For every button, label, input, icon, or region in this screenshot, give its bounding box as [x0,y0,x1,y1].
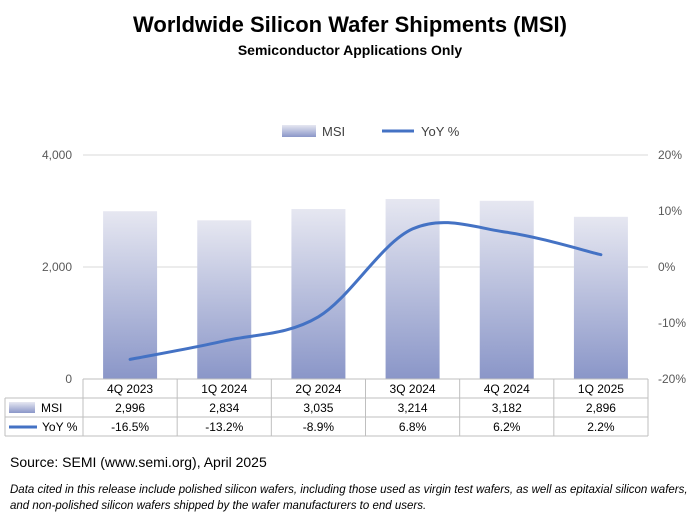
category-label: 4Q 2024 [484,382,530,396]
category-label: 2Q 2024 [295,382,341,396]
table-msi-key [9,402,35,413]
left-axis-tick-label: 4,000 [42,148,72,162]
left-axis-tick-label: 0 [65,372,72,386]
legend-yoy-label: YoY % [421,124,460,139]
bar [103,211,158,379]
left-axis-tick-label: 2,000 [42,260,72,274]
category-label: 4Q 2023 [107,382,153,396]
category-label: 3Q 2024 [390,382,436,396]
table-row-header-msi: MSI [41,401,62,415]
yoy-value-label: 6.2% [493,420,521,434]
right-axis-tick-label: 20% [658,148,682,162]
table-row-header-yoy: YoY % [42,420,78,434]
yoy-line [128,221,603,361]
msi-value-label: 3,035 [303,401,333,415]
right-axis-tick-label: -20% [658,372,686,386]
right-axis-tick-label: 10% [658,204,682,218]
bar [385,199,440,379]
bar [197,220,252,379]
chart-title: Worldwide Silicon Wafer Shipments (MSI) [133,12,567,37]
footnote: Data cited in this release include polis… [10,484,688,512]
legend-msi-swatch [282,125,316,137]
yoy-value-label: 6.8% [399,420,427,434]
yoy-value-label: 2.2% [587,420,615,434]
category-label: 1Q 2025 [578,382,624,396]
msi-value-label: 2,896 [586,401,616,415]
bar [573,216,628,379]
bar [291,209,346,379]
category-label: 1Q 2024 [201,382,247,396]
yoy-value-label: -16.5% [111,420,149,434]
source-note: Source: SEMI (www.semi.org), April 2025 [10,454,267,470]
legend-msi-label: MSI [322,124,345,139]
yoy-value-label: -8.9% [303,420,335,434]
chart-subtitle: Semiconductor Applications Only [237,42,463,58]
msi-value-label: 2,996 [115,401,145,415]
msi-value-label: 3,214 [398,401,428,415]
yoy-value-label: -13.2% [205,420,243,434]
msi-value-label: 3,182 [492,401,522,415]
right-axis-tick-label: 0% [658,260,676,274]
msi-value-label: 2,834 [209,401,239,415]
right-axis-tick-label: -10% [658,316,686,330]
